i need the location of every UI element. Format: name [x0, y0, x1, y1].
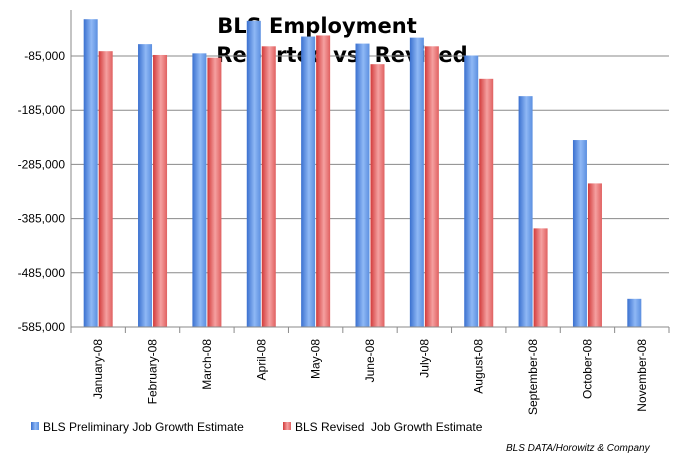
bar-revised-june-08: [370, 64, 385, 327]
bars: [83, 19, 642, 328]
bar-revised-july-08: [424, 46, 439, 328]
y-tick-label: -485,000: [18, 266, 66, 280]
x-tick-label: August-08: [472, 339, 486, 394]
x-tick-label: November-08: [635, 339, 649, 412]
bar-revised-february-08: [153, 54, 168, 327]
bar-revised-october-08: [587, 183, 602, 327]
bar-preliminary-march-08: [192, 53, 207, 327]
bar-preliminary-november-08: [627, 298, 642, 327]
legend-swatch-revised: [283, 422, 291, 430]
bar-preliminary-february-08: [138, 44, 153, 328]
bar-revised-january-08: [98, 51, 113, 327]
axes: [70, 10, 670, 333]
bar-preliminary-may-08: [301, 36, 316, 328]
x-tick-label: October-08: [580, 339, 594, 399]
bar-revised-march-08: [207, 57, 222, 327]
legend: BLS Preliminary Job Growth Estimate BLS …: [31, 420, 483, 434]
x-tick-label: April-08: [254, 339, 268, 381]
y-tick-label: -85,000: [24, 49, 65, 63]
x-tick-labels: January-08 February-08 March-08 April-08 May…: [91, 339, 649, 415]
y-tick-label: -385,000: [18, 212, 66, 226]
x-tick-label: January-08: [91, 339, 105, 399]
y-tick-label: -285,000: [18, 157, 66, 171]
x-tick-label: February-08: [146, 339, 160, 405]
legend-swatch-preliminary: [31, 422, 39, 430]
bar-revised-september-08: [533, 228, 548, 327]
y-tick-label: -185,000: [18, 103, 66, 117]
x-tick-label: May-08: [309, 339, 323, 379]
bar-preliminary-june-08: [355, 43, 370, 327]
bar-preliminary-july-08: [409, 37, 424, 328]
bar-revised-august-08: [479, 78, 494, 327]
bar-preliminary-september-08: [518, 96, 533, 328]
bar-preliminary-april-08: [246, 20, 261, 327]
source-note: BLS DATA/Horowitz & Company: [506, 443, 651, 454]
bar-revised-april-08: [261, 46, 276, 328]
legend-label-revised: BLS Revised Job Growth Estimate: [295, 420, 483, 434]
x-tick-label: June-08: [363, 339, 377, 383]
x-tick-label: September-08: [526, 339, 540, 415]
legend-label-preliminary: BLS Preliminary Job Growth Estimate: [43, 420, 244, 434]
y-tick-labels: -585,000 -485,000 -385,000 -285,000 -185,000…: [18, 49, 66, 334]
bar-revised-may-08: [316, 35, 331, 327]
y-tick-label: -585,000: [18, 320, 66, 334]
bar-preliminary-january-08: [83, 19, 98, 327]
x-tick-label: July-08: [417, 339, 431, 378]
bar-preliminary-october-08: [572, 140, 587, 327]
x-tick-label: March-08: [200, 339, 214, 390]
bar-preliminary-august-08: [464, 55, 479, 328]
